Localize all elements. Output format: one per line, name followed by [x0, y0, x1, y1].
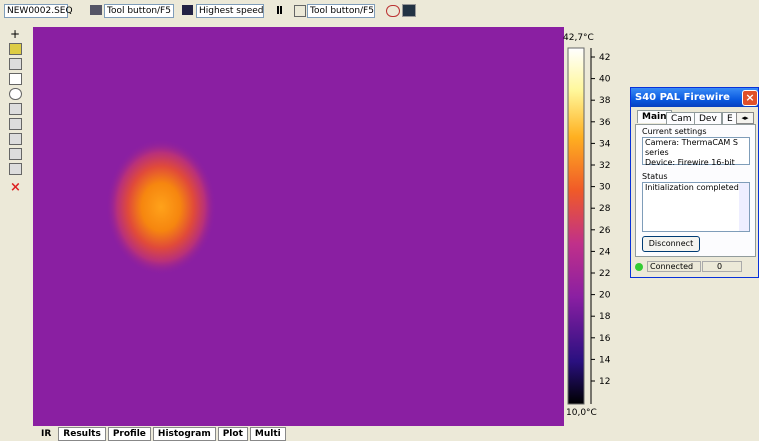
app-window: NEW0002.SEQ Tool button/F5 Highest speed… — [0, 0, 759, 441]
tick-label: 24 — [599, 247, 611, 257]
tick-label: 22 — [599, 269, 610, 279]
scale-min: 10,0°C — [566, 408, 597, 418]
pause-icon[interactable] — [277, 6, 279, 14]
mode-icon — [294, 5, 306, 17]
timer-icon[interactable] — [386, 5, 400, 17]
view-tab[interactable]: IR — [36, 427, 56, 441]
speed-button[interactable]: Highest speed — [196, 4, 264, 18]
pan-tool[interactable] — [9, 163, 22, 175]
counter: 0 — [702, 261, 742, 272]
view-tab[interactable]: Profile — [108, 427, 151, 441]
tool-icon[interactable] — [9, 58, 22, 70]
tick-label: 38 — [599, 96, 611, 106]
tick-label: 28 — [599, 204, 611, 214]
tick-label: 16 — [599, 334, 611, 344]
close-button[interactable]: × — [742, 90, 758, 106]
color-scale: 42 40 38 36 34 32 30 28 26 24 22 20 18 16 14 12 — [566, 46, 626, 408]
plus-tool[interactable]: + — [10, 27, 20, 41]
dialog: S40 PAL Firewire × Main Cam Dev E ◂▸ Cur… — [630, 87, 759, 278]
hot-spot — [106, 139, 216, 275]
view-tab[interactable]: Plot — [218, 427, 248, 441]
view-tab[interactable]: Histogram — [153, 427, 216, 441]
view-tab[interactable]: Results — [58, 427, 106, 441]
tick-label: 36 — [599, 118, 611, 128]
tab-scroll[interactable]: ◂▸ — [736, 112, 754, 124]
section-label: Current settings — [642, 127, 707, 136]
status-box: Initialization completed — [642, 182, 750, 232]
ir-image — [33, 27, 564, 426]
tick-label: 26 — [599, 226, 611, 236]
file-name[interactable]: NEW0002.SEQ — [4, 4, 68, 18]
camera-line: Camera: ThermaCAM S series — [645, 138, 749, 158]
device-line: Device: Firewire 16-bit — [645, 158, 749, 168]
disconnect-button[interactable]: Disconnect — [642, 236, 700, 252]
tick-label: 14 — [599, 355, 611, 365]
status-led — [635, 263, 643, 271]
circle-tool[interactable] — [9, 88, 22, 100]
zoom-tool[interactable] — [9, 148, 22, 160]
tool-button[interactable]: Tool button/F5 — [307, 4, 375, 18]
tool-icon[interactable] — [9, 103, 22, 115]
tick-label: 20 — [599, 291, 611, 301]
tool-icon — [90, 5, 102, 15]
tool-button[interactable]: Tool button/F5 — [104, 4, 174, 18]
view-tabs: IR Results Profile Histogram Plot Multi — [36, 427, 286, 441]
page: NEW0002.SEQ Tool button/F5 Highest speed… — [0, 0, 759, 441]
tool-icon[interactable] — [9, 133, 22, 145]
scrollbar[interactable] — [739, 183, 749, 231]
delete-tool[interactable]: × — [10, 180, 21, 195]
settings-box: Camera: ThermaCAM S series Device: Firew… — [642, 137, 750, 165]
tick-label: 18 — [599, 312, 611, 322]
color-bar — [568, 48, 584, 404]
tool-icon[interactable] — [9, 43, 22, 55]
tick-label: 40 — [599, 75, 611, 85]
save-icon — [182, 5, 193, 15]
view-tab[interactable]: Multi — [250, 427, 286, 441]
tick-label: 34 — [599, 139, 611, 149]
left-toolbar: + × — [7, 27, 25, 207]
scale-max: 42,7°C — [563, 33, 594, 43]
tick-label: 30 — [599, 183, 611, 193]
tool-icon[interactable] — [9, 118, 22, 130]
status-text: Initialization completed — [645, 183, 749, 192]
tab-panel: Current settings Camera: ThermaCAM S ser… — [635, 124, 756, 257]
rect-tool[interactable] — [9, 73, 22, 85]
connection-status: Connected — [647, 261, 701, 272]
dialog-title: S40 PAL Firewire — [631, 88, 758, 107]
view-icon[interactable] — [402, 4, 416, 17]
section-label: Status — [642, 172, 668, 181]
tick-label: 32 — [599, 161, 610, 171]
tick-label: 12 — [599, 377, 610, 387]
tick-label: 42 — [599, 53, 610, 63]
